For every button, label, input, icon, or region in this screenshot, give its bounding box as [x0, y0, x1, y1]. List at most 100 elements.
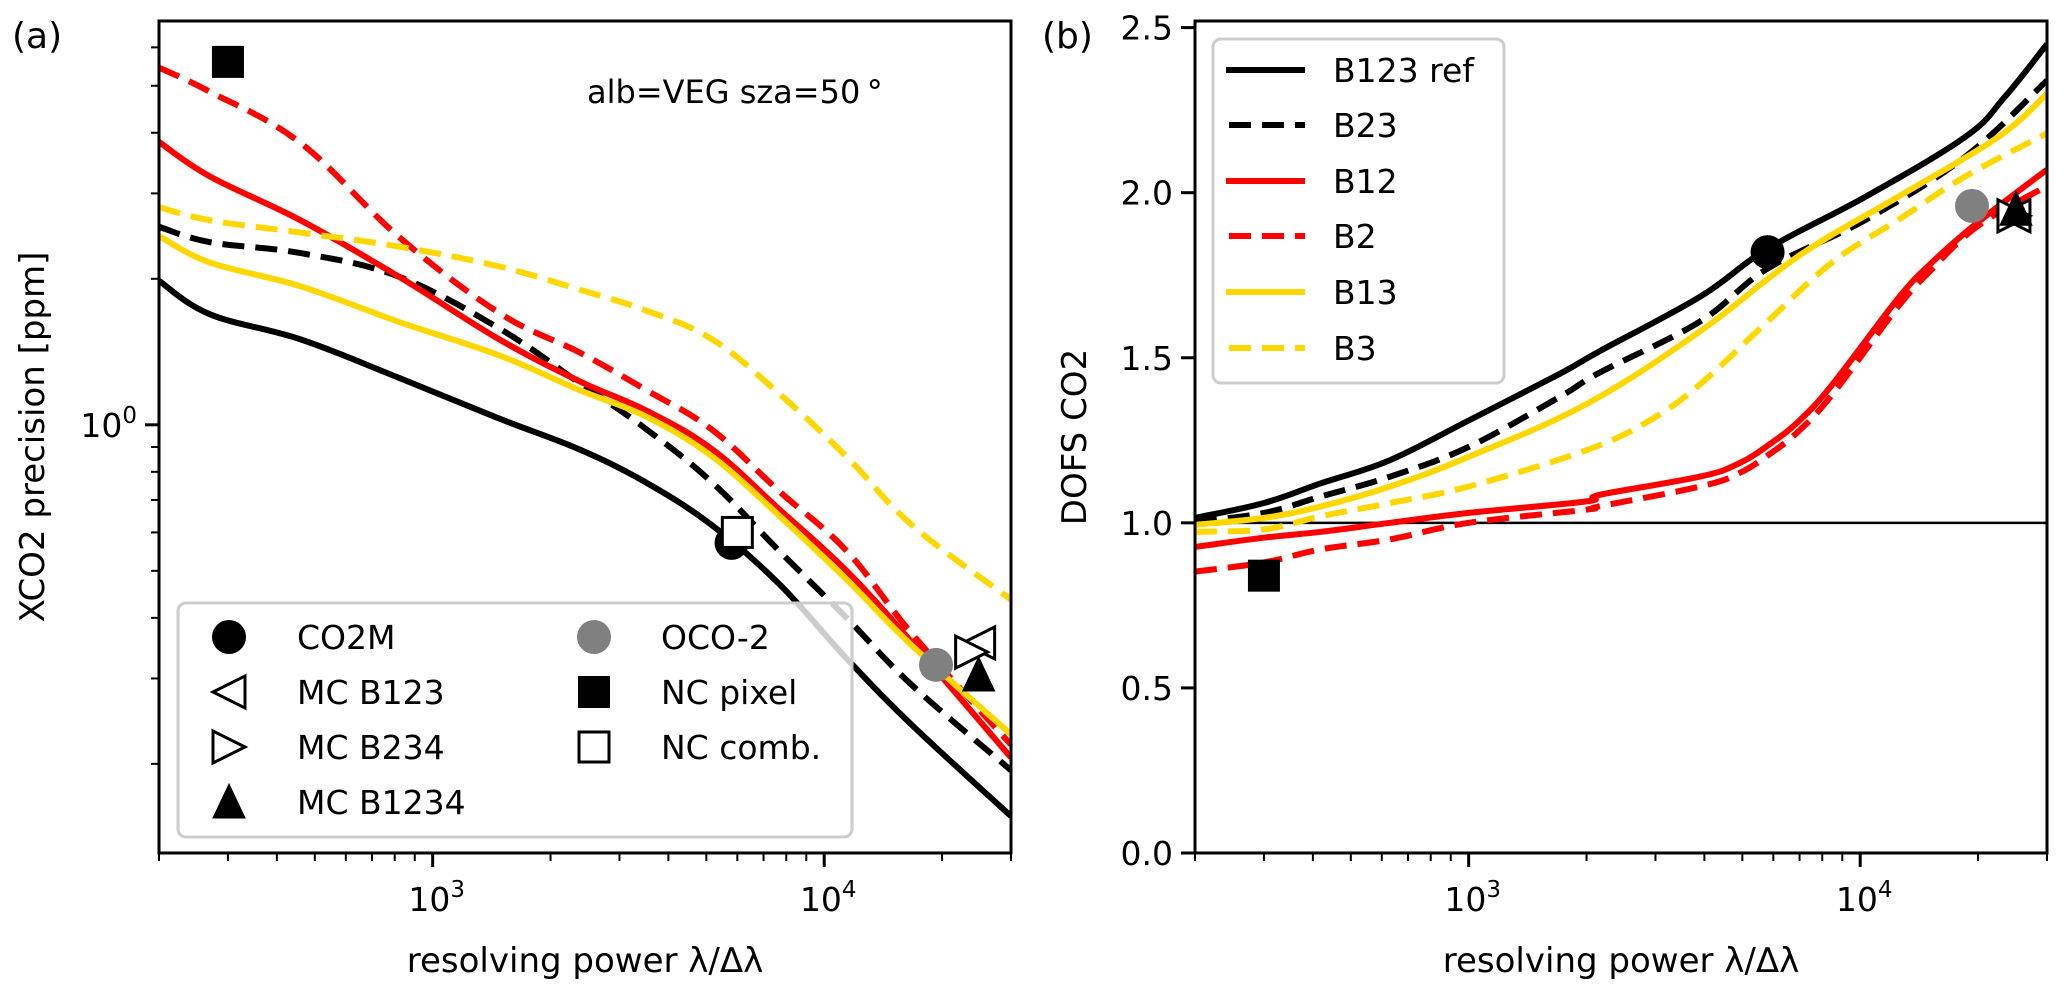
legend-item-b123-ref: B123 ref	[1226, 51, 1475, 90]
legend-label: NC pixel	[661, 673, 797, 712]
data-marker-mc-b1234	[1999, 190, 2033, 226]
filled-triangle-marker-icon	[212, 782, 246, 819]
series-line-b3-dashed	[1195, 130, 2047, 535]
right-triangle-marker-icon	[211, 728, 249, 766]
data-marker-oco-2	[918, 647, 953, 682]
legend-item-nc-pixel: NC pixel	[578, 673, 797, 712]
series-line-b3-dashed	[159, 204, 1011, 603]
panel-a-markers	[211, 45, 997, 692]
x-tick-label: 104	[800, 877, 857, 919]
panel-a-series-lines	[159, 64, 1011, 819]
series-line-b12-solid	[159, 139, 1011, 760]
y-tick-label: 0.5	[1121, 669, 1173, 708]
filled-triangle-marker-icon	[1999, 190, 2033, 226]
data-marker-mc-b1234	[961, 655, 996, 692]
panel-b-legend: B123 ref B23 B12 B2 B13 B3	[1211, 37, 1506, 385]
legend-label: OCO-2	[661, 618, 770, 657]
legend-label: MC B123	[297, 673, 445, 712]
legend-label: NC comb.	[661, 728, 821, 767]
open-square-marker-icon	[577, 730, 611, 764]
legend-marker-co2m	[212, 620, 246, 654]
x-tick-label: 104	[1836, 877, 1893, 919]
open-square-marker-icon	[720, 515, 754, 549]
data-marker-nc-pixel	[1247, 559, 1280, 592]
y-tick-label: 1.5	[1121, 339, 1173, 378]
data-marker-oco-2	[1954, 188, 1989, 223]
panel-a-legend: CO2M MC B123 MC B234 MC B1234 OCO-2 NC pixel N…	[176, 601, 854, 839]
legend-item-mc-b1234: MC B1234	[212, 782, 466, 822]
x-tick-label: 103	[408, 877, 465, 919]
legend-label: B3	[1333, 329, 1377, 368]
legend-item-oco-2: OCO-2	[577, 618, 770, 657]
legend-label: MC B1234	[297, 783, 466, 822]
panel-b-y-axis-label: DOFS CO2	[1055, 349, 1095, 525]
series-line-b12-solid	[1195, 167, 2047, 550]
panel-b-x-axis-label: resolving power λ/Δλ	[1443, 941, 1799, 981]
series-line-b23-dashed	[159, 223, 1011, 773]
legend-item-co2m: CO2M	[212, 618, 395, 657]
panel-a-axes-frame	[157, 19, 1013, 855]
legend-item-mc-b234: MC B234	[211, 728, 445, 767]
legend-marker-nc-pixel	[578, 676, 610, 708]
legend-item-b3: B3	[1229, 329, 1377, 368]
y-tick-label: 100	[80, 403, 137, 445]
panel-b-series-lines	[1195, 42, 2047, 575]
filled-triangle-marker-icon	[961, 655, 996, 692]
right-triangle-marker-icon	[954, 633, 991, 671]
panel-a-annotation: alb=VEG sza=50 °	[587, 73, 883, 111]
legend-marker-mc-b123	[209, 673, 247, 711]
square-marker-icon	[1247, 559, 1280, 592]
legend-label: CO2M	[297, 618, 395, 657]
legend-marker-oco-2	[577, 620, 611, 654]
legend-label: B12	[1333, 162, 1398, 201]
legend-label: B2	[1333, 217, 1377, 256]
legend-item-b2: B2	[1229, 217, 1377, 256]
data-marker-nc-pixel	[211, 45, 244, 78]
y-tick-label: 2.0	[1121, 174, 1173, 213]
series-line-b13-solid	[1195, 91, 2047, 528]
panel-a-x-axis-label: resolving power λ/Δλ	[407, 941, 763, 981]
panel-b-legend-frame	[1211, 37, 1506, 385]
panel-a-y-axis-label: XCO2 precision [ppm]	[13, 252, 53, 623]
legend-marker-mc-b234	[211, 728, 249, 766]
legend-label: MC B234	[297, 728, 445, 767]
y-tick-label: 2.5	[1121, 9, 1173, 48]
x-tick-label: 103	[1444, 877, 1501, 919]
circle-marker-icon	[918, 647, 953, 682]
circle-marker-icon	[1954, 188, 1989, 223]
legend-marker-mc-b1234	[212, 782, 246, 819]
legend-item-b23: B23	[1229, 106, 1398, 145]
panel-a-y-axis: 100	[80, 46, 159, 765]
panel-b-markers	[1247, 188, 2034, 592]
legend-label: B23	[1333, 106, 1398, 145]
panel-b-label: (b)	[1042, 16, 1093, 57]
square-marker-icon	[211, 45, 244, 78]
square-marker-icon	[578, 676, 610, 708]
circle-marker-icon	[1750, 235, 1785, 270]
panel-b-x-axis: 103 104	[1194, 853, 2048, 919]
series-line-b2-dashed	[1195, 183, 2047, 575]
panel-a-legend-frame	[176, 601, 854, 839]
data-marker-co2m	[1750, 235, 1785, 270]
y-tick-label: 0.0	[1121, 834, 1173, 873]
legend-label: B13	[1333, 273, 1398, 312]
series-line-b23-dashed	[1195, 78, 2047, 525]
series-line-b123-ref-solid	[159, 278, 1011, 819]
circle-marker-icon	[577, 620, 611, 654]
panel-a-label: (a)	[12, 16, 62, 57]
panel-a-precision: (a) alb=VEG sza=50 ° CO2M MC B123 MC B234 M…	[12, 16, 1013, 981]
circle-marker-icon	[212, 620, 246, 654]
legend-label: B123 ref	[1333, 51, 1475, 90]
legend-marker-nc-comb	[577, 730, 611, 764]
panel-a-x-axis: 103 104	[158, 853, 1012, 919]
panel-b-y-axis: 0.0 0.5 1.0 1.5 2.0 2.5	[1121, 9, 1195, 873]
legend-item-mc-b123: MC B123	[209, 673, 445, 712]
y-tick-label: 1.0	[1121, 504, 1173, 543]
legend-item-b12: B12	[1226, 162, 1398, 201]
series-line-b13-solid	[159, 233, 1011, 737]
left-triangle-marker-icon	[209, 673, 247, 711]
legend-item-nc-comb: NC comb.	[577, 728, 821, 767]
legend-item-b13: B13	[1226, 273, 1398, 312]
data-marker-mc-b234	[954, 633, 991, 671]
